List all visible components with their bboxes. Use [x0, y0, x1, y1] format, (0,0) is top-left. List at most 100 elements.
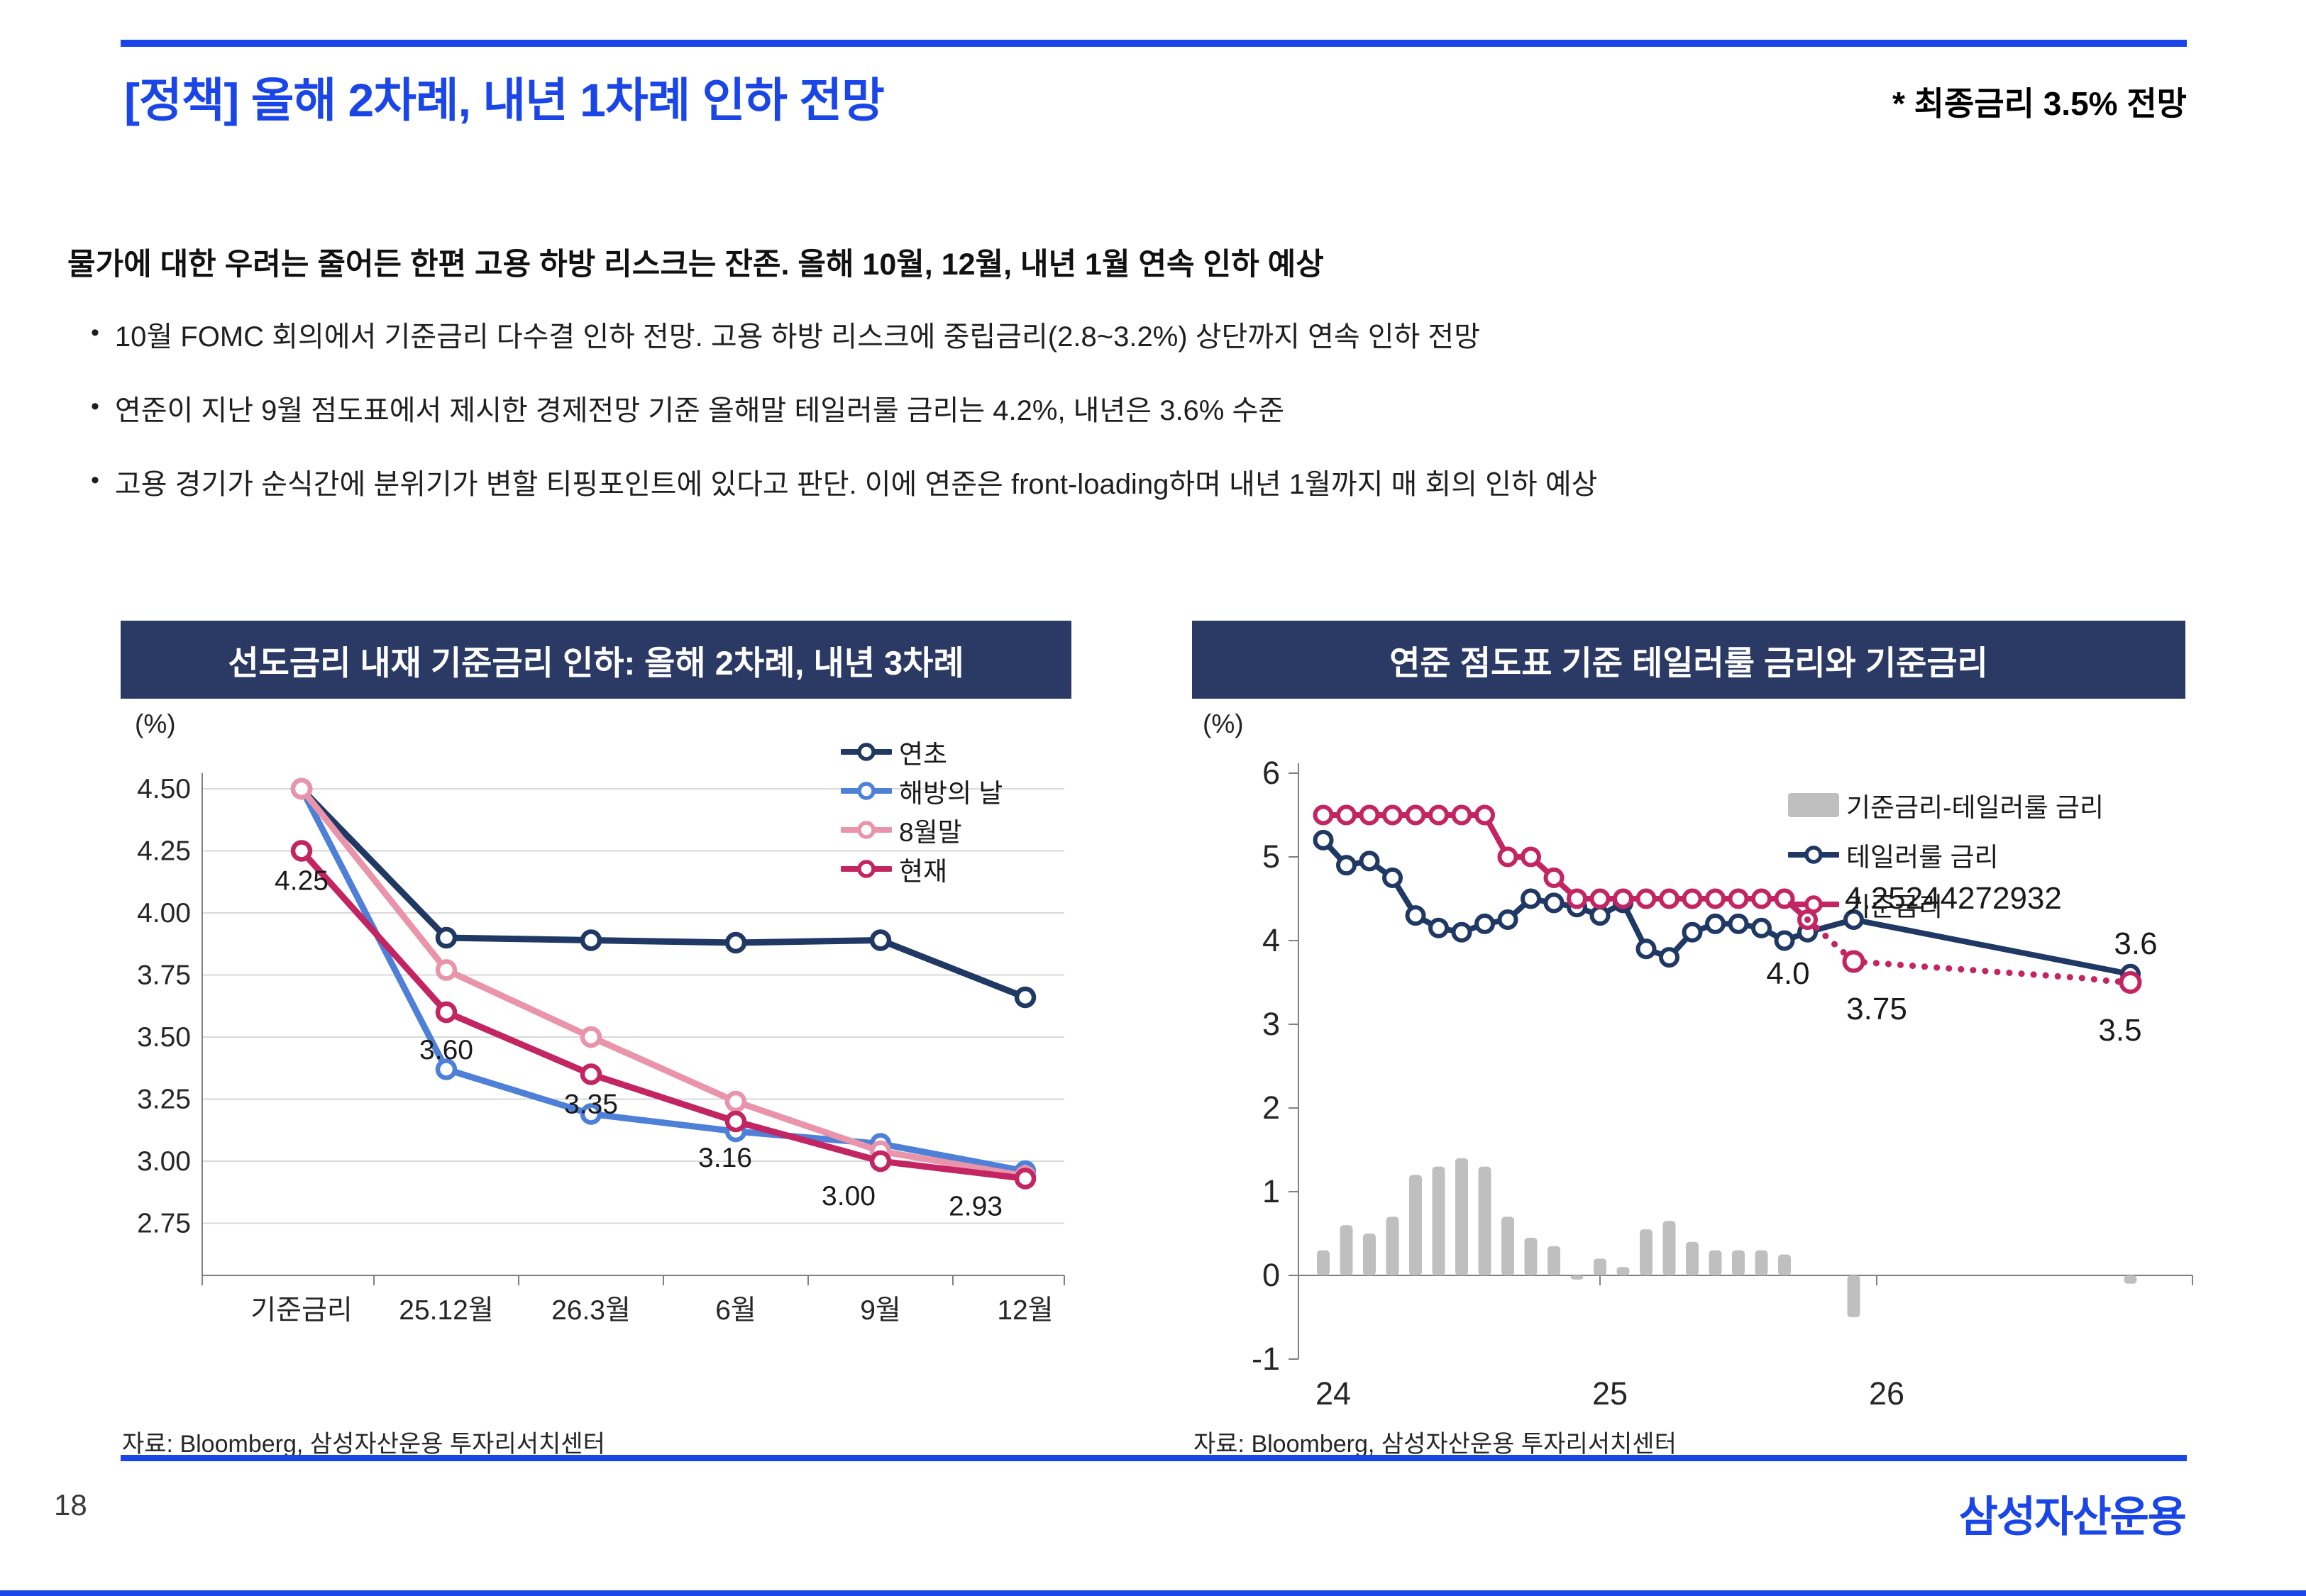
- y-tick-label: 2.75: [137, 1209, 191, 1239]
- bar: [1732, 1250, 1745, 1275]
- bar: [1662, 1221, 1676, 1275]
- legend-label: 연초: [899, 739, 948, 769]
- title-note: * 최종금리 3.5% 전망: [1892, 85, 2187, 122]
- bar: [1594, 1258, 1606, 1275]
- left-series-1-marker: [435, 1058, 458, 1080]
- right-series-1-marker: [1428, 804, 1449, 826]
- right-series-1-marker: [1521, 846, 1541, 868]
- bullet-list: • 10월 FOMC 회의에서 기준금리 다수결 인하 전망. 고용 하방 리스…: [91, 314, 1597, 535]
- left-series-3-line: [298, 848, 1029, 1182]
- legend-line-sample-icon: [1788, 895, 1839, 914]
- bullet-dot: •: [91, 393, 99, 420]
- top-divider-rule: [121, 40, 2187, 47]
- right-series-1-marker: [1405, 804, 1426, 826]
- bar: [1709, 1250, 1722, 1275]
- left-series-0-marker: [724, 931, 747, 954]
- right-chart-title: 연준 점도표 기준 테일러룰 금리와 기준금리: [1192, 621, 2185, 699]
- legend-item: 연초: [841, 732, 1003, 771]
- right-series-1-marker: [1474, 804, 1495, 826]
- y-tick-label: 2: [1262, 1090, 1280, 1126]
- bar: [1616, 1267, 1630, 1275]
- left-series-3-marker: [290, 840, 313, 862]
- right-chart-unit-label: (%): [1203, 709, 1244, 738]
- annotation-label: 3.6: [2114, 926, 2157, 961]
- y-tick-label: 6: [1262, 755, 1280, 791]
- page-number: 18: [54, 1488, 87, 1522]
- right-series-1-marker: [1635, 888, 1657, 909]
- y-tick-label: -1: [1252, 1341, 1280, 1377]
- bar: [1755, 1250, 1768, 1275]
- bullet-item: • 연준이 지난 9월 점도표에서 제시한 경제전망 기준 올해말 테일러룰 금…: [91, 387, 1597, 461]
- left-chart-source: 자료: Bloomberg, 삼성자산운용 투자리서치센터: [122, 1431, 605, 1458]
- point-label: 2.93: [949, 1192, 1003, 1222]
- right-series-1-marker: [1497, 846, 1518, 868]
- legend-item: 테일러룰 금리: [1788, 830, 2104, 880]
- legend-marker: [857, 742, 876, 761]
- legend-label: 해방의 날: [899, 778, 1003, 808]
- bullet-text: 고용 경기가 순식간에 분위기가 변할 티핑포인트에 있다고 판단. 이에 연준…: [114, 469, 1598, 500]
- logo: 삼성자산운용: [1958, 1493, 2187, 1541]
- right-series-0-marker: [1405, 905, 1426, 926]
- legend-marker: [1804, 895, 1823, 914]
- right-series-1-line: [1320, 812, 1811, 923]
- y-tick-label: 3: [1262, 1006, 1280, 1042]
- left-series-2-marker: [580, 1026, 602, 1048]
- bullet-dot: •: [91, 319, 99, 346]
- right-series-2-marker: [2119, 971, 2142, 994]
- x-category-label: 9월: [860, 1295, 901, 1326]
- right-series-0-marker: [1774, 930, 1795, 951]
- right-series-1-marker: [1451, 804, 1472, 826]
- left-chart-title: 선도금리 내재 기준금리 인하: 올해 2차례, 내년 3차례: [121, 621, 1071, 699]
- x-category-label: 25.12월: [399, 1295, 493, 1326]
- left-series-0-marker: [580, 929, 602, 951]
- legend-item: 기준금리: [1788, 880, 2104, 929]
- right-chart-legend: 기준금리-테일러룰 금리 테일러룰 금리 기준금리: [1788, 780, 2104, 929]
- right-series-0-marker: [1382, 868, 1403, 888]
- bar: [1340, 1225, 1353, 1275]
- right-series-1-marker: [1728, 888, 1749, 909]
- point-label: 3.60: [419, 1035, 473, 1065]
- right-series-0-marker: [1521, 888, 1541, 909]
- bullet-item: • 10월 FOMC 회의에서 기준금리 다수결 인하 전망. 고용 하방 리스…: [91, 314, 1597, 387]
- left-series-3-marker: [724, 1110, 747, 1133]
- right-series-0-marker: [1543, 892, 1565, 914]
- bar: [1386, 1217, 1399, 1275]
- legend-item: 기준금리-테일러룰 금리: [1788, 780, 2104, 830]
- bullet-text: 연준이 지난 9월 점도표에서 제시한 경제전망 기준 올해말 테일러룰 금리는…: [114, 395, 1285, 426]
- page-title: [정책] 올해 2차례, 내년 1차례 인하 전망: [124, 74, 885, 126]
- right-series-0-marker: [1589, 905, 1611, 926]
- right-series-1-marker: [1336, 804, 1357, 826]
- right-series-1-marker: [1313, 804, 1334, 826]
- bar: [2124, 1275, 2137, 1284]
- left-series-0-marker: [435, 926, 458, 949]
- legend-line-sample-icon: [841, 742, 892, 761]
- right-series-0-marker: [1336, 855, 1357, 876]
- legend-label: 8월말: [899, 817, 962, 847]
- left-series-0-line: [298, 785, 1029, 1001]
- legend-marker: [1804, 846, 1823, 864]
- right-combo-chart: 6 5 4 3 2 1 0 -1 24 25 26 4.25244272932 4.0 3.75 3.6 3.…: [1252, 755, 2193, 1412]
- legend-line-sample-icon: [841, 820, 892, 839]
- legend-bar-swatch-icon: [1788, 793, 1839, 817]
- y-tick-label: 1: [1262, 1173, 1280, 1209]
- bar: [1478, 1166, 1491, 1275]
- right-series-1-marker: [1682, 888, 1703, 909]
- x-category-label: 기준금리: [250, 1295, 353, 1326]
- left-series-2-marker: [435, 959, 458, 981]
- right-series-1-marker: [1567, 888, 1587, 909]
- x-year-label: 26: [1869, 1375, 1904, 1412]
- legend-marker: [857, 859, 876, 878]
- legend-item: 현재: [841, 849, 1003, 888]
- x-category-label: 26.3월: [551, 1295, 631, 1326]
- right-series-1-marker: [1613, 888, 1633, 909]
- point-label: 4.25: [275, 866, 329, 897]
- bar: [1548, 1246, 1560, 1275]
- left-series-1-marker: [580, 1103, 602, 1125]
- right-series-0-marker: [1843, 909, 1864, 930]
- legend-marker: [857, 820, 876, 839]
- left-series-2-marker: [724, 1090, 747, 1113]
- left-series-2-line: [298, 785, 1029, 1180]
- bullet-item: • 고용 경기가 순식간에 분위기가 변할 티핑포인트에 있다고 판단. 이에 …: [91, 461, 1597, 535]
- point-label: 3.00: [822, 1181, 876, 1212]
